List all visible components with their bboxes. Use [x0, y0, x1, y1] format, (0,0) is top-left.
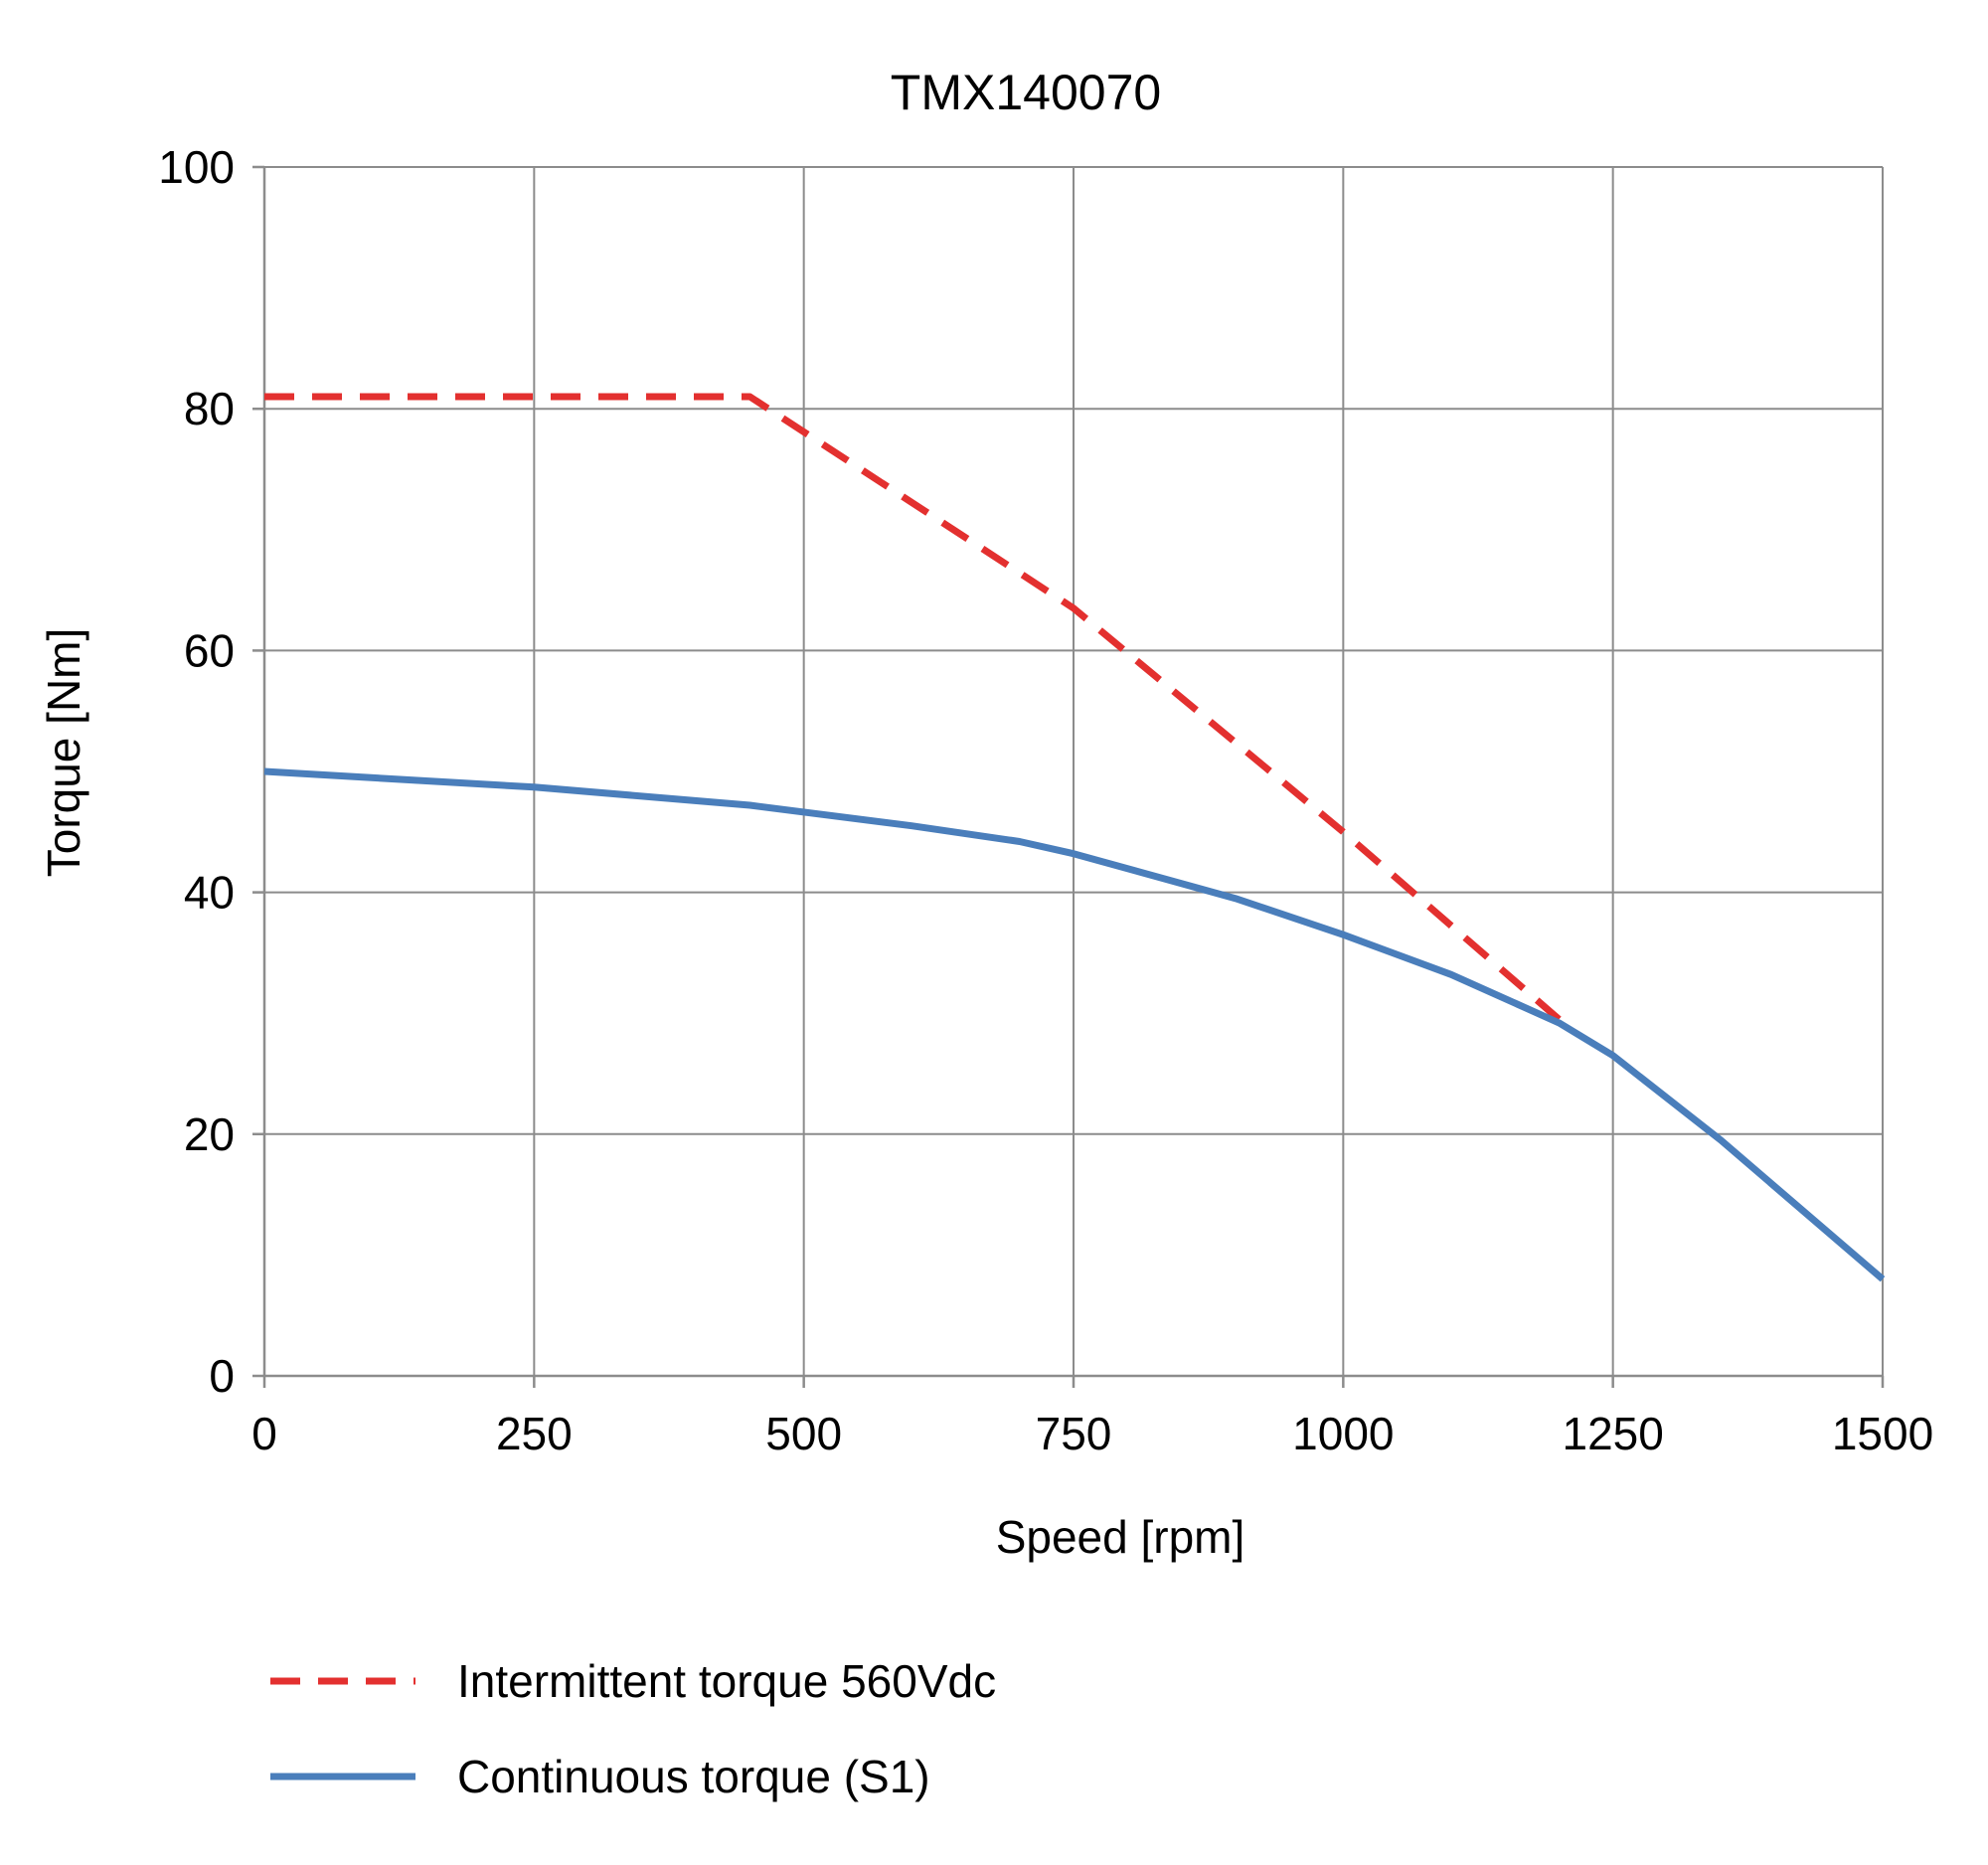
data-series [263, 393, 1886, 1282]
xtick-label: 1000 [1292, 1408, 1394, 1459]
xtick-label: 0 [251, 1408, 277, 1459]
y-axis-label: Torque [Nm] [38, 628, 89, 878]
xtick-label: 250 [496, 1408, 573, 1459]
ytick-label: 60 [184, 624, 235, 676]
axes [252, 165, 1885, 1388]
legend: Intermittent torque 560Vdc Continuous tor… [270, 1655, 996, 1802]
ytick-label: 20 [184, 1108, 235, 1160]
ytick-label: 0 [209, 1350, 235, 1402]
chart-title: TMX140070 [891, 65, 1161, 120]
xtick-label: 500 [765, 1408, 842, 1459]
xtick-label: 750 [1036, 1408, 1112, 1459]
series-line-0 [264, 393, 1562, 1022]
x-axis-label: Speed [rpm] [996, 1511, 1245, 1563]
ytick-label: 80 [184, 383, 235, 434]
xtick-label: 1500 [1832, 1408, 1933, 1459]
ytick-label: 100 [158, 141, 235, 193]
ytick-label: 40 [184, 867, 235, 919]
series-line-1 [263, 767, 1886, 1282]
xtick-label: 1250 [1562, 1408, 1663, 1459]
grid-lines [264, 166, 1884, 1376]
legend-label-0: Intermittent torque 560Vdc [457, 1655, 996, 1707]
legend-label-1: Continuous torque (S1) [457, 1751, 930, 1802]
